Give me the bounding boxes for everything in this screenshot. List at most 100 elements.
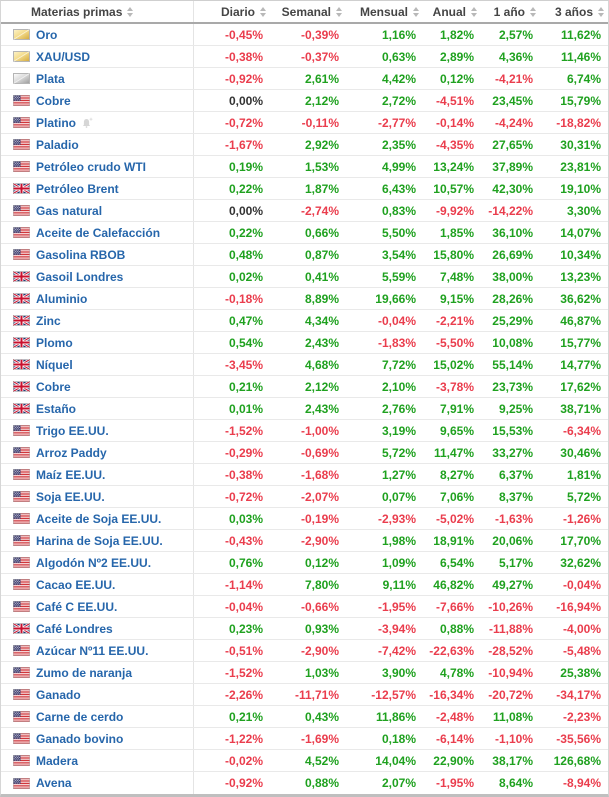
commodity-name-cell: Petróleo crudo WTI — [1, 156, 194, 177]
commodity-link[interactable]: Cobre — [36, 379, 71, 394]
commodity-name-cell: Gasoil Londres — [1, 266, 194, 287]
commodity-link[interactable]: Carne de cerdo — [36, 709, 124, 724]
pct-value-3-años: 13,23% — [560, 269, 601, 284]
commodity-link[interactable]: Madera — [36, 753, 79, 768]
column-header-semanal[interactable]: Semanal — [272, 1, 348, 22]
column-header-anual[interactable]: Anual — [425, 1, 483, 22]
pct-value-1-año: 10,08% — [492, 335, 533, 350]
commodity-link[interactable]: Zinc — [36, 313, 61, 328]
pct-value-3-años: 14,07% — [560, 225, 601, 240]
commodity-link[interactable]: Arroz Paddy — [36, 445, 107, 460]
us-flag-icon — [13, 447, 30, 458]
pct-value-mensual: -1,83% — [377, 335, 416, 350]
commodity-link[interactable]: Plata — [36, 71, 65, 86]
pct-value-mensual: 19,66% — [375, 291, 416, 306]
gold-bar-icon — [13, 51, 30, 62]
column-header-label: Anual — [432, 4, 466, 19]
commodity-link[interactable]: Trigo EE.UU. — [36, 423, 109, 438]
commodity-link[interactable]: Algodón Nº2 EE.UU. — [36, 555, 152, 570]
commodity-link[interactable]: Gasoil Londres — [36, 269, 124, 284]
commodity-link[interactable]: Café Londres — [36, 621, 113, 636]
pct-value-anual: -2,48% — [435, 709, 474, 724]
commodity-link[interactable]: Gas natural — [36, 203, 103, 218]
commodity-link[interactable]: Petróleo Brent — [36, 181, 119, 196]
pct-value-mensual: -12,57% — [371, 687, 416, 702]
commodity-link[interactable]: Platino — [36, 115, 77, 130]
pct-value-diario: 0,54% — [228, 335, 263, 350]
commodity-name-cell: Soja EE.UU. — [1, 486, 194, 507]
commodity-link[interactable]: Aluminio — [36, 291, 88, 306]
pct-value-semanal: 0,12% — [304, 555, 339, 570]
commodity-link[interactable]: Cobre — [36, 93, 71, 108]
pct-value-diario: -0,51% — [224, 643, 263, 658]
column-header-mensual[interactable]: Mensual — [348, 1, 425, 22]
pct-value-diario: 0,48% — [228, 247, 263, 262]
sort-arrows-icon — [336, 6, 342, 17]
pct-value-3-años: 23,81% — [560, 159, 601, 174]
pct-value-anual: -4,35% — [435, 137, 474, 152]
column-header-diario[interactable]: Diario — [194, 1, 272, 22]
pct-value-semanal: -0,66% — [300, 599, 339, 614]
pct-value-1-año: -1,10% — [494, 731, 533, 746]
pct-value-anual: 46,82% — [433, 577, 474, 592]
pct-value-semanal: 4,52% — [304, 753, 339, 768]
table-row: Aluminio -0,18% 8,89% 19,66% 9,15% 28,26% 36,6… — [1, 288, 608, 310]
commodity-link[interactable]: Níquel — [36, 357, 73, 372]
pct-value-mensual: 0,83% — [381, 203, 416, 218]
pct-value-anual: 8,27% — [439, 467, 474, 482]
table-row: Maíz EE.UU. -0,38% -1,68% 1,27% 8,27% 6,37% 1,… — [1, 464, 608, 486]
commodity-link[interactable]: Cacao EE.UU. — [36, 577, 116, 592]
pct-value-mensual: 9,11% — [382, 577, 416, 592]
pct-value-1-año: -14,22% — [488, 203, 533, 218]
commodity-link[interactable]: Azúcar Nº11 EE.UU. — [36, 643, 149, 658]
commodity-name-cell: Platino — [1, 112, 194, 133]
commodity-link[interactable]: Oro — [36, 27, 58, 42]
pct-value-diario: -2,26% — [224, 687, 263, 702]
column-header-1-año[interactable]: 1 año — [483, 1, 542, 22]
pct-value-3-años: 1,81% — [566, 467, 601, 482]
commodity-link[interactable]: Plomo — [36, 335, 73, 350]
pct-value-1-año: 38,17% — [492, 753, 533, 768]
pct-value-semanal: -0,19% — [300, 511, 339, 526]
pct-value-anual: 4,78% — [439, 665, 474, 680]
table-row: Madera -0,02% 4,52% 14,04% 22,90% 38,17% 126,6… — [1, 750, 608, 772]
commodity-link[interactable]: Café C EE.UU. — [36, 599, 118, 614]
pct-value-anual: -16,34% — [429, 687, 474, 702]
commodity-link[interactable]: Estaño — [36, 401, 77, 416]
add-alert-bell-icon[interactable] — [81, 117, 93, 129]
pct-value-diario: -0,92% — [224, 776, 263, 790]
commodity-link[interactable]: Ganado — [36, 687, 81, 702]
commodity-link[interactable]: Soja EE.UU. — [36, 489, 105, 504]
commodity-link[interactable]: Paladio — [36, 137, 79, 152]
us-flag-icon — [13, 469, 30, 480]
commodity-link[interactable]: Maíz EE.UU. — [36, 467, 106, 482]
commodity-link[interactable]: Aceite de Soja EE.UU. — [36, 511, 162, 526]
pct-value-diario: 0,02% — [228, 269, 263, 284]
column-header-3-años[interactable]: 3 años — [542, 1, 608, 22]
table-header-row: Materias primas Diario Semanal Mensual Anua… — [1, 1, 608, 24]
pct-value-semanal: -11,71% — [294, 687, 339, 702]
commodity-link[interactable]: Ganado bovino — [36, 731, 124, 746]
pct-value-diario: -0,02% — [224, 753, 263, 768]
commodity-link[interactable]: Zumo de naranja — [36, 665, 133, 680]
commodity-link[interactable]: Gasolina RBOB — [36, 247, 126, 262]
pct-value-mensual: 2,76% — [381, 401, 416, 416]
pct-value-diario: 0,22% — [228, 181, 263, 196]
uk-flag-icon — [13, 381, 30, 392]
table-row: Cobre 0,00% 2,12% 2,72% -4,51% 23,45% 15,79% — [1, 90, 608, 112]
column-header-materias-primas[interactable]: Materias primas — [1, 1, 194, 22]
commodity-link[interactable]: XAU/USD — [36, 49, 91, 64]
commodity-link[interactable]: Aceite de Calefacción — [36, 225, 161, 240]
table-row: Aceite de Calefacción 0,22% 0,66% 5,50% 1,85… — [1, 222, 608, 244]
pct-value-mensual: 4,99% — [381, 159, 416, 174]
pct-value-anual: -1,95% — [435, 776, 474, 790]
pct-value-anual: 13,24% — [433, 159, 474, 174]
us-flag-icon — [13, 557, 30, 568]
table-row: Arroz Paddy -0,29% -0,69% 5,72% 11,47% 33,27%… — [1, 442, 608, 464]
commodity-link[interactable]: Harina de Soja EE.UU. — [36, 533, 163, 548]
us-flag-icon — [13, 601, 30, 612]
commodity-link[interactable]: Avena — [36, 776, 72, 790]
commodity-link[interactable]: Petróleo crudo WTI — [36, 159, 147, 174]
pct-value-1-año: 15,53% — [492, 423, 533, 438]
commodity-name-cell: Zinc — [1, 310, 194, 331]
